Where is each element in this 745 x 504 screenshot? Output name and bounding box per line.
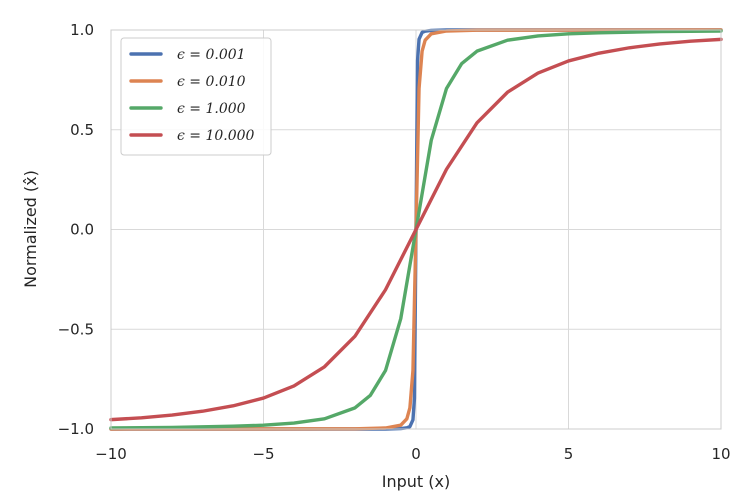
legend: ϵ = 0.001 ϵ = 0.010 ϵ = 1.000 ϵ = 10.000 (120, 37, 272, 156)
legend-label-4: ϵ = 10.000 (177, 128, 255, 144)
x-tick-label: 10 (711, 445, 730, 463)
y-tick-labels: −1.0 −0.5 0.0 0.5 1.0 (58, 21, 94, 438)
x-tick-label: 5 (564, 445, 574, 463)
x-tick-labels: −10 −5 0 5 10 (95, 445, 730, 463)
legend-label-3: ϵ = 1.000 (177, 101, 246, 117)
y-tick-label: 0.5 (70, 121, 94, 139)
y-tick-label: −0.5 (58, 320, 94, 338)
x-tick-label: −10 (95, 445, 127, 463)
legend-label-1: ϵ = 0.001 (177, 47, 246, 63)
legend-box (120, 37, 272, 156)
y-tick-label: 0.0 (70, 221, 94, 239)
y-tick-label: −1.0 (58, 420, 94, 438)
legend-label-2: ϵ = 0.010 (177, 74, 246, 90)
plot-frame (110, 29, 722, 430)
y-tick-label: 1.0 (70, 21, 94, 39)
y-axis-label: Normalized (x̂) (21, 170, 40, 288)
x-axis-label: Input (x) (382, 472, 450, 491)
x-tick-label: 0 (411, 445, 421, 463)
series-line-4 (109, 37, 723, 422)
x-tick-label: −5 (252, 445, 274, 463)
